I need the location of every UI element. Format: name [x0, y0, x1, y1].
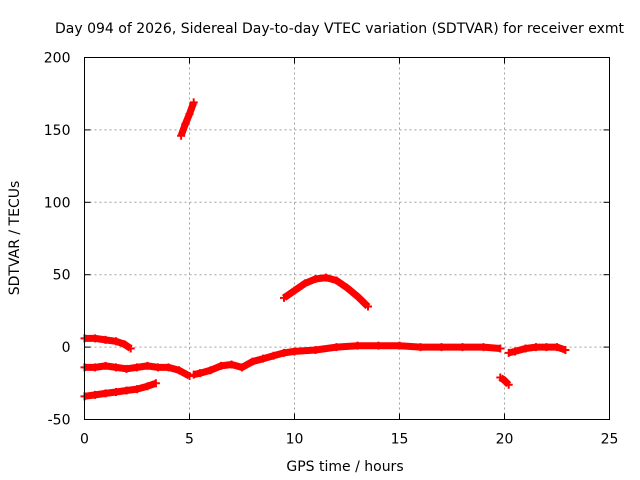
data-point	[112, 363, 120, 372]
data-point	[500, 376, 509, 385]
x-tick-label: 10	[286, 432, 304, 448]
data-point	[164, 363, 173, 372]
series-arc-5	[189, 341, 505, 379]
y-tick-label: 0	[62, 340, 71, 356]
data-point	[374, 341, 383, 350]
x-tick-label: 20	[496, 432, 514, 448]
data-point	[217, 361, 225, 370]
x-tick-label: 5	[185, 432, 194, 448]
data-point	[280, 293, 288, 302]
grid-lines	[84, 57, 610, 420]
data-point	[91, 334, 99, 343]
data-point	[496, 373, 505, 382]
series-arc-7	[496, 373, 513, 389]
series-arc-1	[80, 334, 135, 353]
data-point	[353, 292, 362, 301]
data-point	[437, 343, 446, 352]
data-point	[290, 286, 299, 295]
data-point	[91, 363, 99, 372]
data-point	[504, 348, 513, 357]
plot-frame	[84, 57, 610, 420]
data-point	[227, 360, 236, 369]
data-point	[206, 366, 215, 375]
chart-title: Day 094 of 2026, Sidereal Day-to-day VTE…	[55, 21, 625, 37]
data-point	[120, 340, 129, 349]
data-point	[175, 366, 183, 375]
data-point	[343, 283, 351, 292]
y-tick-label: -50	[48, 413, 71, 429]
data-point	[553, 343, 561, 352]
data-point	[133, 363, 141, 372]
series-arc-6	[280, 273, 372, 311]
data-point	[311, 275, 320, 284]
data-series	[80, 98, 570, 401]
data-point	[259, 354, 267, 363]
data-point	[122, 364, 131, 373]
data-point	[185, 372, 194, 381]
data-point	[364, 302, 372, 311]
data-point	[112, 387, 120, 396]
data-point	[290, 347, 299, 356]
series-arc-4	[177, 98, 198, 140]
axis-ticks: 0 5 10 15 20 25 -50 0 50 100 150 200	[44, 51, 619, 448]
data-point	[189, 370, 198, 379]
data-point	[458, 343, 467, 352]
data-point	[322, 273, 330, 282]
data-point	[280, 348, 288, 357]
data-point	[248, 357, 257, 366]
y-tick-label: 200	[44, 51, 71, 67]
data-point	[101, 389, 110, 398]
x-tick-label: 0	[80, 432, 89, 448]
series-line	[192, 342, 501, 379]
data-point	[332, 343, 341, 352]
series-line	[282, 274, 371, 310]
y-tick-label: 50	[53, 268, 71, 284]
series-line	[177, 101, 197, 137]
data-point	[91, 390, 99, 399]
data-point	[532, 343, 540, 352]
data-point	[133, 385, 141, 394]
x-axis-label: GPS time / hours	[286, 459, 403, 475]
data-point	[185, 109, 194, 118]
data-point	[542, 343, 551, 352]
y-axis-label: SDTVAR / TECUs	[7, 181, 23, 296]
data-point	[181, 120, 190, 129]
data-point	[479, 343, 488, 352]
data-point	[238, 363, 246, 372]
y-tick-label: 150	[44, 123, 71, 139]
x-tick-label: 25	[601, 432, 619, 448]
data-point	[353, 341, 362, 350]
data-point	[511, 347, 519, 356]
series-arc-2	[80, 361, 194, 381]
data-point	[126, 344, 135, 353]
data-point	[196, 369, 204, 378]
data-point	[151, 379, 160, 388]
data-point	[101, 335, 110, 344]
data-point	[143, 382, 152, 391]
x-tick-label: 15	[391, 432, 409, 448]
data-point	[496, 344, 505, 353]
data-point	[189, 98, 198, 107]
data-point	[101, 361, 110, 370]
data-point	[311, 345, 320, 354]
data-point	[143, 361, 152, 370]
series-arc-8	[504, 343, 570, 357]
data-point	[561, 345, 570, 354]
data-point	[504, 380, 513, 389]
data-point	[395, 341, 404, 350]
data-point	[112, 337, 120, 346]
data-point	[416, 343, 425, 352]
data-point	[122, 386, 131, 395]
data-point	[521, 344, 530, 353]
y-tick-label: 100	[44, 195, 71, 211]
data-point	[177, 131, 186, 140]
data-point	[154, 363, 162, 372]
series-arc-3	[80, 379, 160, 401]
data-point	[269, 351, 278, 360]
data-point	[332, 276, 341, 285]
data-point	[301, 279, 309, 288]
